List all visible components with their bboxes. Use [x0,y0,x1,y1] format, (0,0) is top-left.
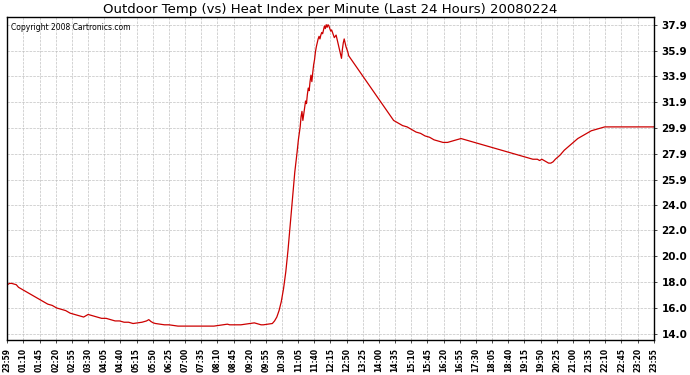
Text: Copyright 2008 Cartronics.com: Copyright 2008 Cartronics.com [10,23,130,32]
Title: Outdoor Temp (vs) Heat Index per Minute (Last 24 Hours) 20080224: Outdoor Temp (vs) Heat Index per Minute … [104,3,558,16]
